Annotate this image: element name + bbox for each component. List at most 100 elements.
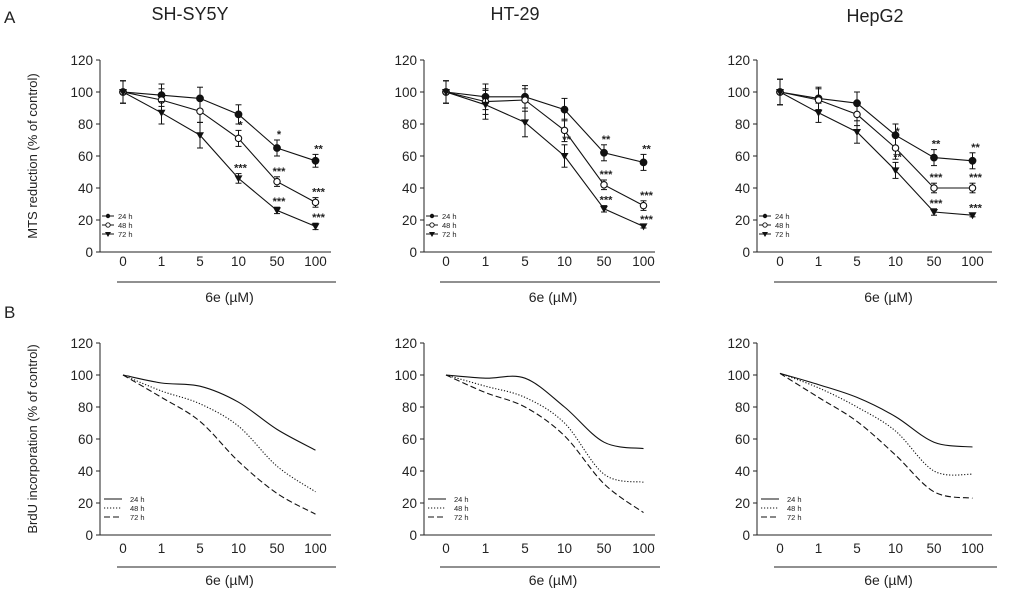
y-tick-label: 20 xyxy=(735,213,750,228)
legend-label: 72 h xyxy=(775,230,790,239)
panel-a-label: A xyxy=(4,8,16,27)
x-axis-label: 6e (µM) xyxy=(864,289,913,305)
legend-marker xyxy=(429,213,435,219)
data-point xyxy=(521,96,529,104)
x-axis-label: 6e (µM) xyxy=(205,289,254,305)
data-point xyxy=(273,177,281,186)
legend-marker xyxy=(762,222,768,228)
data-point xyxy=(930,184,938,192)
y-tick-label: 0 xyxy=(742,528,750,543)
y-tick-label: 20 xyxy=(78,213,93,228)
data-point xyxy=(968,184,977,192)
data-point xyxy=(481,101,490,109)
significance-label: *** xyxy=(312,187,326,199)
data-point xyxy=(234,134,243,143)
significance-label: *** xyxy=(600,169,614,181)
data-point xyxy=(273,144,281,152)
y-tick-label: 120 xyxy=(70,53,93,68)
data-point xyxy=(853,129,861,136)
series-line xyxy=(445,91,644,207)
y-tick-label: 80 xyxy=(402,117,417,132)
legend-marker-shape xyxy=(105,222,111,228)
legend-marker xyxy=(105,222,111,228)
data-point xyxy=(234,110,243,119)
data-point xyxy=(600,148,608,157)
data-point xyxy=(600,181,608,189)
x-tick-label: 5 xyxy=(521,541,529,556)
significance-label: *** xyxy=(930,172,944,184)
y-axis-label: BrdU incorporation (% of control) xyxy=(25,344,40,533)
x-tick-label: 50 xyxy=(269,254,284,269)
y-tick-label: 40 xyxy=(402,181,417,196)
legend-marker xyxy=(762,213,768,219)
series-curve xyxy=(445,374,644,514)
significance-label: *** xyxy=(640,190,654,202)
y-tick-label: 20 xyxy=(402,496,417,511)
data-point xyxy=(776,89,784,96)
series-line xyxy=(122,91,316,203)
legend-label: 72 h xyxy=(118,230,133,239)
x-tick-label: 1 xyxy=(158,254,166,269)
x-tick-label: 1 xyxy=(815,254,823,269)
significance-label: ** xyxy=(642,143,651,155)
significance-label: ** xyxy=(562,134,571,146)
y-tick-label: 80 xyxy=(735,117,750,132)
legend-label: 48 h xyxy=(454,504,469,513)
data-point xyxy=(560,126,569,135)
legend-marker xyxy=(429,222,435,228)
data-point xyxy=(968,156,977,165)
series-line xyxy=(445,91,644,163)
data-point xyxy=(442,89,450,96)
legend-marker-shape xyxy=(105,232,111,237)
column-title-ht-29: HT-29 xyxy=(490,4,539,24)
y-tick-label: 120 xyxy=(394,53,417,68)
y-tick-label: 100 xyxy=(70,368,93,383)
y-tick-label: 0 xyxy=(85,528,93,543)
x-tick-label: 5 xyxy=(196,254,204,269)
y-tick-label: 120 xyxy=(727,53,750,68)
data-point xyxy=(639,158,648,167)
data-point xyxy=(560,105,569,114)
data-point xyxy=(891,144,900,152)
data-point xyxy=(639,223,648,231)
x-tick-label: 10 xyxy=(888,541,903,556)
x-tick-label: 100 xyxy=(961,541,984,556)
y-tick-label: 20 xyxy=(735,496,750,511)
x-axis-label: 6e (µM) xyxy=(529,572,578,588)
y-tick-label: 80 xyxy=(402,400,417,415)
x-tick-label: 100 xyxy=(632,541,655,556)
y-tick-label: 0 xyxy=(85,245,93,260)
x-tick-label: 1 xyxy=(158,541,166,556)
legend-marker-shape xyxy=(429,213,435,219)
y-tick-label: 40 xyxy=(735,181,750,196)
data-point xyxy=(639,201,648,210)
y-tick-label: 120 xyxy=(70,336,93,351)
y-tick-label: 80 xyxy=(735,400,750,415)
data-point xyxy=(157,109,166,117)
x-tick-label: 0 xyxy=(776,254,784,269)
legend-label: 72 h xyxy=(787,513,802,522)
y-tick-label: 60 xyxy=(402,432,417,447)
legend-marker xyxy=(105,213,111,219)
x-tick-label: 50 xyxy=(596,541,611,556)
significance-label: ** xyxy=(971,142,980,154)
legend-label: 24 h xyxy=(442,212,457,221)
plot-b-sh-sy5y: 0 20 40 60 80 100 120 0 1 5 10 50 100 6e (µM) BrdU inc… xyxy=(25,336,336,588)
y-tick-label: 0 xyxy=(409,245,417,260)
legend-marker xyxy=(429,232,435,237)
series-curve xyxy=(122,374,316,515)
x-axis-label: 6e (µM) xyxy=(529,289,578,305)
data-point xyxy=(234,175,243,183)
significance-label: *** xyxy=(969,172,983,184)
legend-marker-shape xyxy=(762,213,768,219)
y-tick-label: 100 xyxy=(394,85,417,100)
series-curve xyxy=(779,372,973,476)
significance-label: ** xyxy=(602,134,611,146)
legend-marker xyxy=(762,232,768,237)
y-tick-label: 20 xyxy=(402,213,417,228)
legend-label: 72 h xyxy=(130,513,145,522)
legend-label: 24 h xyxy=(787,495,802,504)
significance-label: *** xyxy=(969,203,983,215)
